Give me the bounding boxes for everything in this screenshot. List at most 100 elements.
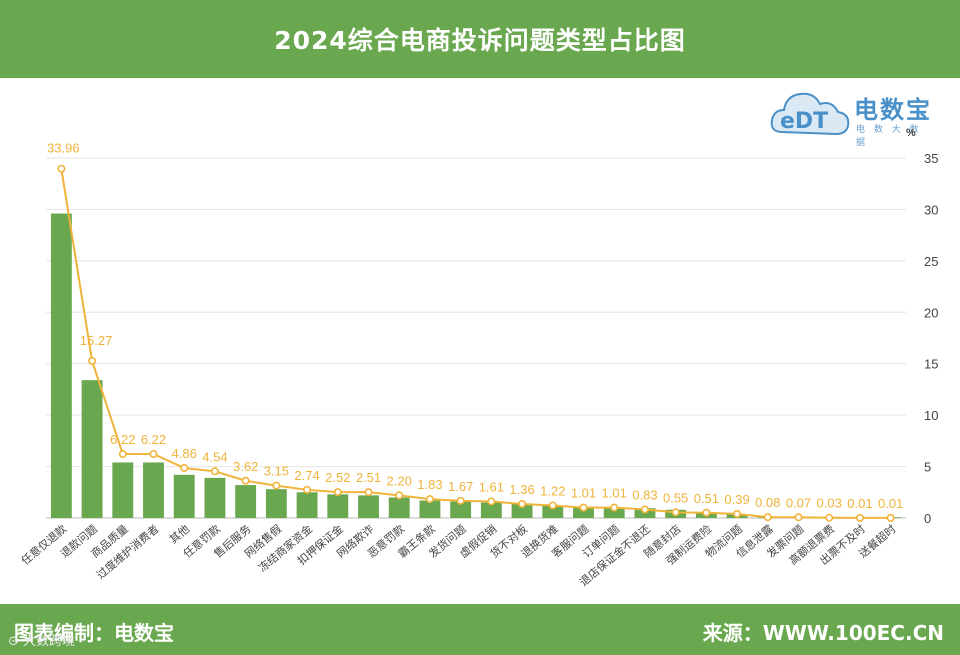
bar [542, 505, 564, 518]
data-label: 2.20 [387, 473, 412, 488]
line-point [702, 508, 711, 517]
data-label: 4.54 [202, 449, 227, 464]
brand-logo: eDT 电数宝 电 数 大 数 据 [768, 84, 938, 148]
line-point [548, 501, 557, 510]
chart-title: 2024综合电商投诉问题类型占比图 [274, 26, 686, 55]
line-point [671, 508, 680, 517]
y-tick-label: 30 [924, 202, 938, 217]
line-point [487, 497, 496, 506]
data-label: 3.62 [233, 459, 258, 474]
y-tick-label: 0 [924, 511, 931, 526]
data-label: 0.03 [817, 496, 842, 511]
data-label: 15.27 [80, 333, 113, 348]
cloud-logo-icon: eDT [770, 92, 850, 136]
data-label: 2.74 [294, 468, 319, 483]
data-label: 1.83 [417, 477, 442, 492]
gridlines [46, 157, 906, 519]
y-tick-label: 5 [924, 460, 931, 475]
trend-line [57, 164, 895, 522]
bar [265, 489, 287, 518]
line-point [303, 485, 312, 494]
line-point [855, 513, 864, 522]
bar [358, 495, 379, 518]
line-point [88, 356, 97, 365]
brand-name: 电数宝 [854, 96, 932, 124]
data-label: 4.86 [172, 446, 197, 461]
chart-area: 0 5 10 15 20 25 30 35 33.96 15.27 6.22 6.22 4.86 4.5… [18, 127, 938, 589]
data-label: 0.55 [663, 490, 688, 505]
bar [50, 213, 72, 519]
line-point [886, 513, 895, 522]
bar [235, 485, 257, 518]
y-tick-label: 15 [924, 357, 938, 372]
line-point [272, 481, 281, 490]
line-point [425, 495, 434, 504]
bar [296, 492, 318, 518]
y-tick-label: 25 [924, 254, 938, 269]
bar [81, 380, 103, 518]
bar [511, 503, 533, 518]
line-point [180, 464, 189, 473]
bar [419, 500, 441, 518]
line-point [118, 450, 127, 459]
line-point [333, 488, 342, 497]
line-point [57, 164, 66, 173]
line-point [610, 503, 619, 512]
data-label: 1.36 [509, 482, 534, 497]
watermark: ⊙ 大数跨境 [8, 634, 76, 649]
data-label: 0.51 [694, 491, 719, 506]
data-label: 1.22 [540, 483, 565, 498]
line-point [640, 505, 649, 514]
brand-logo-text: eDT [780, 109, 828, 134]
line-point [149, 450, 158, 459]
line-point [763, 513, 772, 522]
data-label: 0.08 [755, 495, 780, 510]
data-label: 3.15 [264, 464, 289, 479]
bar [204, 477, 226, 518]
footer-credit: 图表编制：电数宝 [14, 621, 174, 645]
y-tick-label: 20 [924, 305, 938, 320]
line-point [733, 509, 742, 518]
line-point [825, 513, 834, 522]
bars [50, 213, 902, 519]
data-labels: 33.96 15.27 6.22 6.22 4.86 4.54 3.62 3.15 2.74 2.… [47, 141, 903, 511]
footer-source: 来源：WWW.100EC.CN [702, 621, 944, 645]
data-label: 1.61 [479, 479, 504, 494]
line-point [456, 496, 465, 505]
bar [143, 462, 164, 518]
data-label: 1.67 [448, 479, 473, 494]
bar [573, 506, 594, 518]
line-point [518, 500, 527, 509]
line-point [364, 488, 373, 497]
y-unit-label: % [906, 127, 916, 139]
bar [388, 497, 410, 518]
line-point [579, 503, 588, 512]
bar [173, 474, 195, 518]
trend-polyline [60, 168, 891, 519]
data-label: 2.51 [356, 470, 381, 485]
bar [327, 494, 349, 518]
bar [480, 502, 502, 518]
x-tick-label: 任意仅退款 [18, 522, 69, 568]
bar [450, 501, 472, 518]
y-tick-label: 35 [924, 151, 938, 166]
data-label: 0.01 [878, 496, 903, 511]
data-label: 0.39 [724, 492, 749, 507]
data-label: 0.01 [847, 496, 872, 511]
line-point [210, 467, 219, 476]
data-label: 6.22 [110, 432, 135, 447]
line-point [794, 513, 803, 522]
line-point [241, 476, 250, 485]
data-label: 0.83 [632, 487, 657, 502]
footer-bar: 图表编制：电数宝 来源：WWW.100EC.CN [0, 604, 960, 655]
data-label: 33.96 [47, 141, 80, 156]
data-label: 1.01 [571, 486, 596, 501]
x-tick-label: 其他 [167, 522, 192, 546]
data-label: 2.52 [325, 470, 350, 485]
bar [603, 507, 625, 518]
data-label: 0.07 [786, 495, 811, 510]
line-point [395, 491, 404, 500]
y-axis-ticks: 0 5 10 15 20 25 30 35 [924, 151, 938, 526]
data-label: 6.22 [141, 432, 166, 447]
